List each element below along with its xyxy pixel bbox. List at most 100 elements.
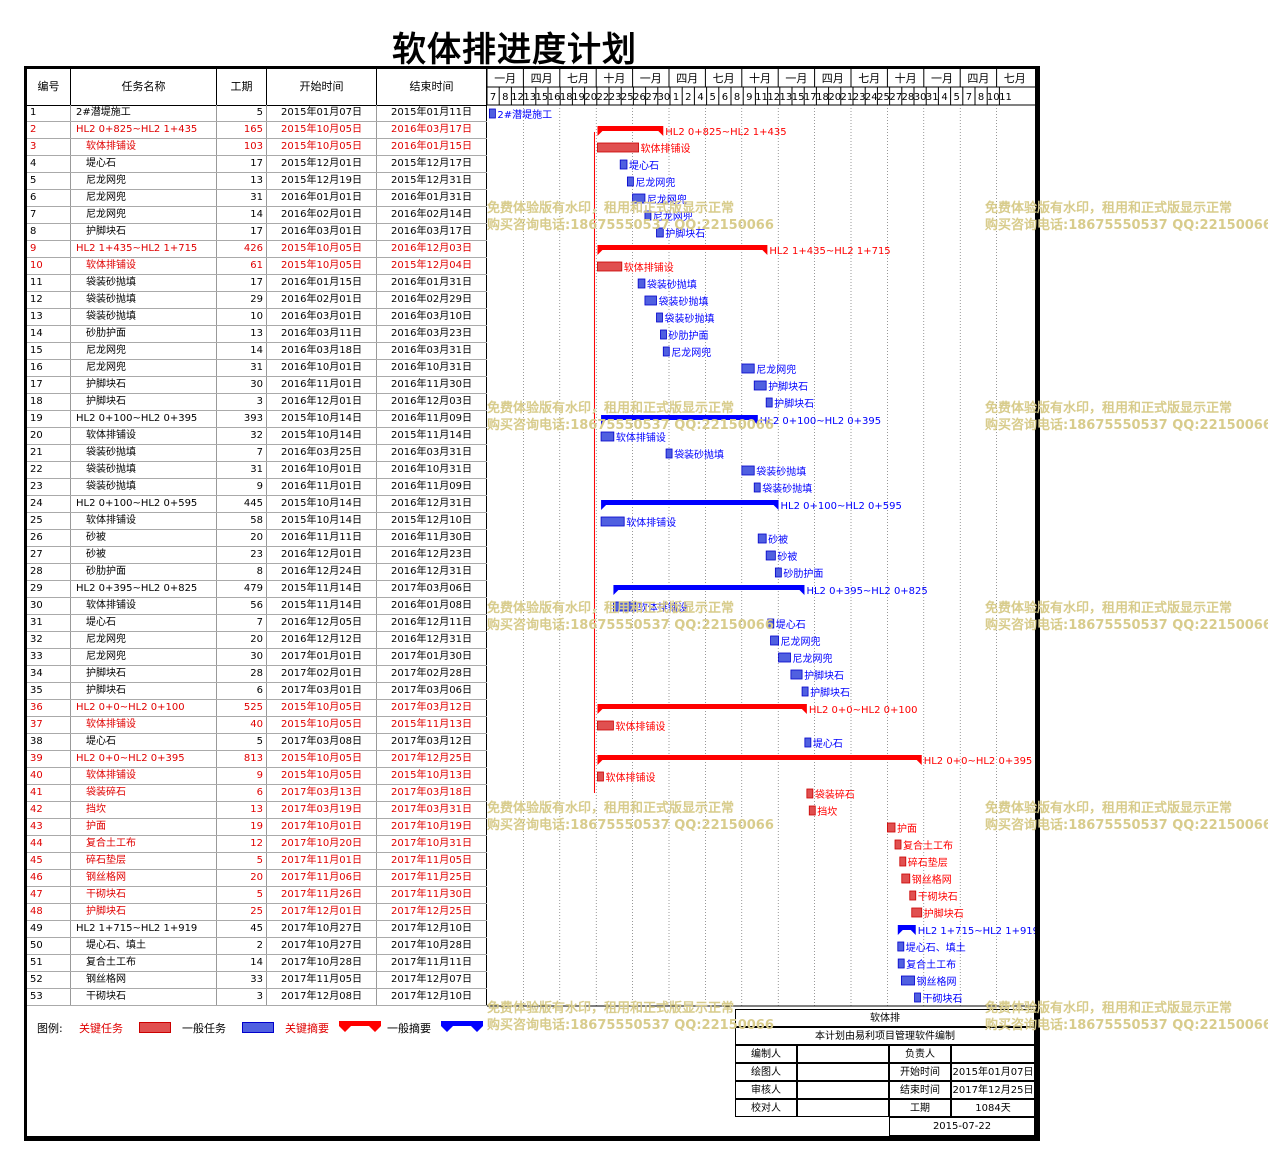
- task-bar: [741, 363, 755, 374]
- task-id: 53: [27, 989, 71, 1005]
- table-row[interactable]: 24 HL2 0+100~HL2 0+595 445 2015年10月14日 2016年…: [27, 496, 487, 513]
- table-row[interactable]: 16 尼龙网兜 31 2016年10月01日 2016年10月31日: [27, 360, 487, 377]
- table-row[interactable]: 15 尼龙网兜 14 2016年03月18日 2016年03月31日: [27, 343, 487, 360]
- table-row[interactable]: 26 砂被 20 2016年11月11日 2016年11月30日: [27, 530, 487, 547]
- table-row[interactable]: 6 尼龙网兜 31 2016年01月01日 2016年01月31日: [27, 190, 487, 207]
- table-row[interactable]: 33 尼龙网兜 30 2017年01月01日 2017年01月30日: [27, 649, 487, 666]
- table-row[interactable]: 49 HL2 1+715~HL2 1+919 45 2017年10月27日 2017年1…: [27, 921, 487, 938]
- table-row[interactable]: 18 护脚块石 3 2016年12月01日 2016年12月03日: [27, 394, 487, 411]
- table-row[interactable]: 50 堤心石、填土 2 2017年10月27日 2017年10月28日: [27, 938, 487, 955]
- task-duration: 445: [217, 496, 267, 512]
- table-row[interactable]: 8 护脚块石 17 2016年03月01日 2016年03月17日: [27, 224, 487, 241]
- table-row[interactable]: 29 HL2 0+395~HL2 0+825 479 2015年11月14日 2017年…: [27, 581, 487, 598]
- table-row[interactable]: 37 软体排铺设 40 2015年10月05日 2015年11月13日: [27, 717, 487, 734]
- task-bar-label: HL2 0+100~HL2 0+395: [760, 416, 881, 427]
- table-row[interactable]: 12 袋装砂抛填 29 2016年02月01日 2016年02月29日: [27, 292, 487, 309]
- timeline-month: 一月: [640, 72, 662, 85]
- table-row[interactable]: 13 袋装砂抛填 10 2016年03月01日 2016年03月10日: [27, 309, 487, 326]
- table-row[interactable]: 10 软体排铺设 61 2015年10月05日 2015年12月04日: [27, 258, 487, 275]
- table-row[interactable]: 11 袋装砂抛填 17 2016年01月15日 2016年01月31日: [27, 275, 487, 292]
- task-id: 52: [27, 972, 71, 988]
- task-bar-label: 袋装砂抛填: [674, 448, 724, 461]
- table-row[interactable]: 47 干砌块石 5 2017年11月26日 2017年11月30日: [27, 887, 487, 904]
- table-row[interactable]: 25 软体排铺设 58 2015年10月14日 2015年12月10日: [27, 513, 487, 530]
- table-row[interactable]: 2 HL2 0+825~HL2 1+435 165 2015年10月05日 2016年0…: [27, 122, 487, 139]
- table-row[interactable]: 22 袋装砂抛填 31 2016年10月01日 2016年10月31日: [27, 462, 487, 479]
- table-row[interactable]: 20 软体排铺设 32 2015年10月14日 2015年11月14日: [27, 428, 487, 445]
- task-duration: 30: [217, 377, 267, 393]
- task-start: 2016年12月05日: [267, 615, 377, 631]
- task-bar: [757, 533, 767, 544]
- task-id: 30: [27, 598, 71, 614]
- table-row[interactable]: 4 堤心石 17 2015年12月01日 2015年12月17日: [27, 156, 487, 173]
- task-start: 2015年10月05日: [267, 241, 377, 257]
- table-row[interactable]: 3 软体排铺设 103 2015年10月05日 2016年01月15日: [27, 139, 487, 156]
- task-end: 2015年12月04日: [377, 258, 487, 274]
- table-row[interactable]: 32 尼龙网兜 20 2016年12月12日 2016年12月31日: [27, 632, 487, 649]
- task-duration: 525: [217, 700, 267, 716]
- table-row[interactable]: 45 碎石垫层 5 2017年11月01日 2017年11月05日: [27, 853, 487, 870]
- table-row[interactable]: 28 砂肋护面 8 2016年12月24日 2016年12月31日: [27, 564, 487, 581]
- table-row[interactable]: 46 钢丝格网 20 2017年11月06日 2017年11月25日: [27, 870, 487, 887]
- tb-prepared-by-value: [797, 1045, 889, 1063]
- task-duration: 13: [217, 802, 267, 818]
- table-row[interactable]: 14 砂肋护面 13 2016年03月11日 2016年03月23日: [27, 326, 487, 343]
- table-row[interactable]: 36 HL2 0+0~HL2 0+100 525 2015年10月05日 2017年03…: [27, 700, 487, 717]
- timeline-month: 一月: [931, 72, 953, 85]
- task-id: 27: [27, 547, 71, 563]
- task-id: 26: [27, 530, 71, 546]
- tb-end-label: 结束时间: [889, 1081, 951, 1099]
- task-start: 2017年11月26日: [267, 887, 377, 903]
- table-row[interactable]: 34 护脚块石 28 2017年02月01日 2017年02月28日: [27, 666, 487, 683]
- legend: 图例: 关键任务 一般任务 关键摘要 一般摘要: [27, 1017, 487, 1037]
- task-bar: [665, 448, 673, 459]
- task-name: 护脚块石: [71, 377, 217, 393]
- task-id: 49: [27, 921, 71, 937]
- task-start: 2015年10月14日: [267, 411, 377, 427]
- table-row[interactable]: 40 软体排铺设 9 2015年10月05日 2015年10月13日: [27, 768, 487, 785]
- task-id: 40: [27, 768, 71, 784]
- table-row[interactable]: 35 护脚块石 6 2017年03月01日 2017年03月06日: [27, 683, 487, 700]
- task-name: 干砌块石: [71, 887, 217, 903]
- table-row[interactable]: 7 尼龙网兜 14 2016年02月01日 2016年02月14日: [27, 207, 487, 224]
- task-start: 2017年11月06日: [267, 870, 377, 886]
- table-row[interactable]: 23 袋装砂抛填 9 2016年11月01日 2016年11月09日: [27, 479, 487, 496]
- table-row[interactable]: 19 HL2 0+100~HL2 0+395 393 2015年10月14日 2016年…: [27, 411, 487, 428]
- task-start: 2017年10月01日: [267, 819, 377, 835]
- task-bar-label: 护脚块石: [804, 669, 844, 682]
- table-row[interactable]: 5 尼龙网兜 13 2015年12月19日 2015年12月31日: [27, 173, 487, 190]
- timeline-day: 7: [490, 92, 496, 103]
- table-row[interactable]: 38 堤心石 5 2017年03月08日 2017年03月12日: [27, 734, 487, 751]
- table-row[interactable]: 43 护面 19 2017年10月01日 2017年10月19日: [27, 819, 487, 836]
- table-row[interactable]: 30 软体排铺设 56 2015年11月14日 2016年01月08日: [27, 598, 487, 615]
- table-row[interactable]: 52 钢丝格网 33 2017年11月05日 2017年12月07日: [27, 972, 487, 989]
- task-duration: 2: [217, 938, 267, 954]
- tb-end-value: 2017年12月25日: [951, 1081, 1035, 1099]
- table-row[interactable]: 53 干砌块石 3 2017年12月08日 2017年12月10日: [27, 989, 487, 1006]
- table-row[interactable]: 1 2#潜堤施工 5 2015年01月07日 2015年01月11日: [27, 105, 487, 122]
- table-row[interactable]: 27 砂被 23 2016年12月01日 2016年12月23日: [27, 547, 487, 564]
- task-end: 2015年11月13日: [377, 717, 487, 733]
- timeline-day: 26: [633, 92, 646, 103]
- table-row[interactable]: 48 护脚块石 25 2017年12月01日 2017年12月25日: [27, 904, 487, 921]
- table-row[interactable]: 9 HL2 1+435~HL2 1+715 426 2015年10月05日 2016年1…: [27, 241, 487, 258]
- task-bar-label: 护脚块石: [810, 686, 850, 699]
- table-row[interactable]: 51 复合土工布 14 2017年10月28日 2017年11月11日: [27, 955, 487, 972]
- task-start: 2016年11月01日: [267, 377, 377, 393]
- table-row[interactable]: 31 堤心石 7 2016年12月05日 2016年12月11日: [27, 615, 487, 632]
- table-row[interactable]: 44 复合土工布 12 2017年10月20日 2017年10月31日: [27, 836, 487, 853]
- table-row[interactable]: 42 挡坎 13 2017年03月19日 2017年03月31日: [27, 802, 487, 819]
- task-id: 4: [27, 156, 71, 172]
- task-name: 尼龙网兜: [71, 632, 217, 648]
- task-name: 堤心石: [71, 734, 217, 750]
- task-id: 29: [27, 581, 71, 597]
- table-row[interactable]: 39 HL2 0+0~HL2 0+395 813 2015年10月05日 2017年12…: [27, 751, 487, 768]
- task-id: 36: [27, 700, 71, 716]
- legend-normal-summary-swatch: [441, 1021, 483, 1032]
- table-row[interactable]: 21 袋装砂抛填 7 2016年03月25日 2016年03月31日: [27, 445, 487, 462]
- task-id: 32: [27, 632, 71, 648]
- task-duration: 5: [217, 734, 267, 750]
- table-row[interactable]: 41 袋装碎石 6 2017年03月13日 2017年03月18日: [27, 785, 487, 802]
- task-name: 护脚块石: [71, 683, 217, 699]
- table-row[interactable]: 17 护脚块石 30 2016年11月01日 2016年11月30日: [27, 377, 487, 394]
